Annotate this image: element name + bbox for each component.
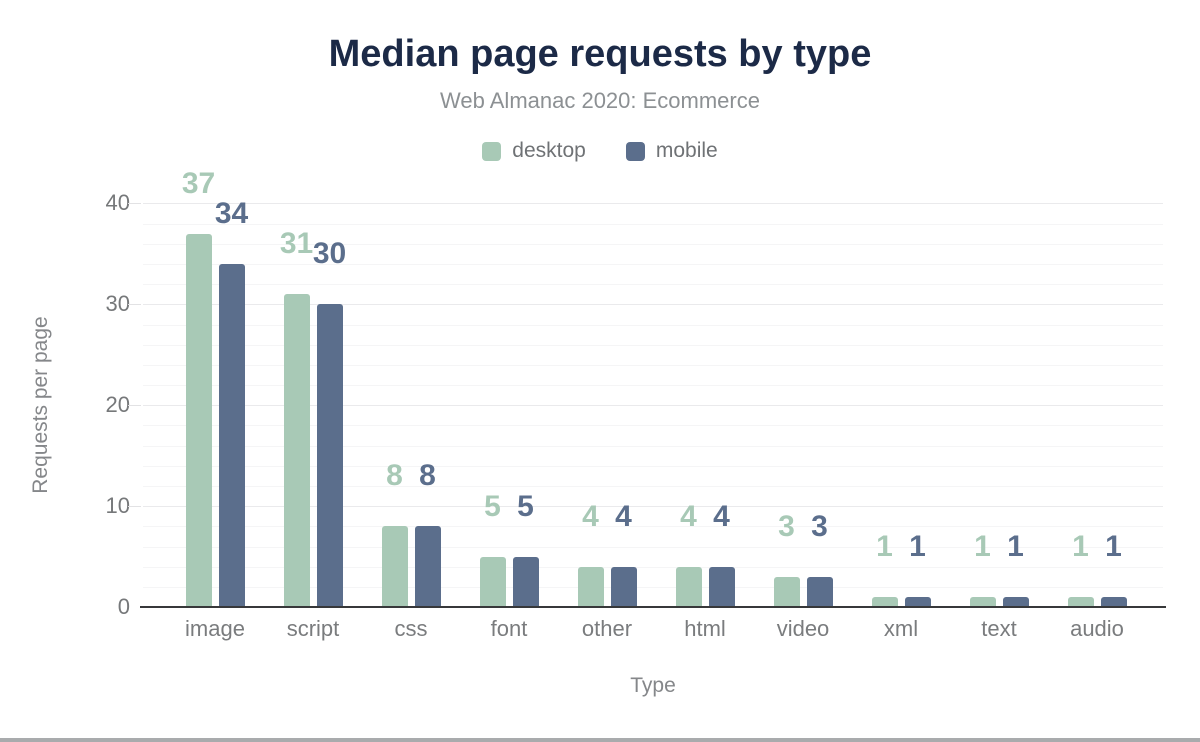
x-tick-label-font: font [490,616,528,641]
y-tick-mark [128,203,141,205]
bar-mobile-script [316,304,343,607]
y-tick-label: 40 [105,190,130,216]
value-label-mobile-html: 4 [713,499,730,533]
y-tick-label: 0 [117,594,130,619]
gridline [143,586,1163,588]
bar-desktop-script [283,294,310,607]
bar-desktop-css [381,526,408,607]
gridline [143,223,1163,225]
page-bottom-divider [0,738,1200,742]
gridline [143,425,1163,427]
bar-desktop-html [675,566,702,607]
y-tick-label: 10 [105,493,130,519]
value-label-mobile-css: 8 [419,459,436,493]
y-tick-mark [128,506,141,508]
gridline [143,566,1163,568]
gridline [143,344,1163,346]
x-axis-line [140,605,1166,608]
gridline [143,243,1163,245]
gridline [143,364,1163,366]
x-axis-title: Type [630,674,676,697]
gridline [143,405,1163,407]
value-label-desktop-image: 37 [181,166,216,200]
bar-mobile-other [610,566,637,607]
bar-mobile-text [1002,596,1029,607]
gridline [143,263,1163,265]
legend-item-desktop: desktop [482,139,586,163]
gridline [143,546,1163,548]
bar-mobile-font [512,556,539,607]
x-tick-label-other: other [581,616,633,641]
value-label-mobile-video: 3 [811,509,828,543]
y-tick-label: 30 [105,291,130,317]
gridline [143,485,1163,487]
gridline [143,304,1163,306]
value-label-desktop-other: 4 [582,499,599,533]
bar-mobile-html [708,566,735,607]
value-label-desktop-font: 5 [484,489,501,523]
legend-item-mobile: mobile [625,139,718,163]
value-label-mobile-text: 1 [1007,529,1024,563]
x-tick-label-text: text [981,616,1017,641]
value-label-mobile-script: 30 [312,237,347,271]
bar-desktop-xml [871,596,898,607]
y-tick-mark [128,405,141,407]
value-label-mobile-font: 5 [517,489,534,523]
x-tick-label-script: script [286,616,340,641]
gridline [143,465,1163,467]
y-axis-title: Requests per page [29,316,52,494]
legend: desktop mobile [0,139,1200,163]
gridline [143,506,1163,508]
gridline [143,526,1163,528]
value-label-mobile-other: 4 [615,499,632,533]
value-label-desktop-css: 8 [386,459,403,493]
gridline [143,385,1163,386]
y-tick-label: 20 [105,392,130,418]
value-label-mobile-audio: 1 [1105,529,1122,563]
chart-subtitle: Web Almanac 2020: Ecommerce [440,88,760,113]
bar-mobile-image [218,263,245,607]
bar-desktop-video [773,576,800,607]
gridline [143,324,1163,326]
value-label-desktop-audio: 1 [1072,529,1089,563]
value-label-desktop-script: 31 [279,227,314,261]
legend-label-desktop: desktop [512,139,586,162]
bar-mobile-audio [1100,596,1127,607]
bar-desktop-text [969,596,996,607]
value-label-desktop-text: 1 [974,529,991,563]
gridline [143,203,1163,205]
gridline [143,445,1163,447]
gridline [143,284,1163,286]
x-tick-label-audio: audio [1070,616,1124,641]
bar-mobile-css [414,526,441,607]
value-label-desktop-xml: 1 [876,529,893,563]
bar-mobile-xml [904,596,931,607]
legend-swatch-desktop [482,141,502,161]
x-tick-label-xml: xml [883,616,919,641]
bar-desktop-image [185,233,212,607]
bar-desktop-font [479,556,506,607]
legend-label-mobile: mobile [655,139,718,162]
x-tick-label-html: html [684,616,726,641]
value-label-mobile-xml: 1 [909,529,926,563]
chart-title: Median page requests by type [328,33,872,75]
value-label-desktop-html: 4 [680,499,697,533]
legend-swatch-mobile [625,141,645,161]
value-label-desktop-video: 3 [778,509,795,543]
y-tick-mark [128,304,141,306]
bar-desktop-other [577,566,604,607]
bar-mobile-video [806,576,833,607]
x-tick-label-image: image [185,616,245,641]
x-tick-label-video: video [776,616,830,641]
value-label-mobile-image: 34 [214,196,249,230]
bar-desktop-audio [1067,596,1094,607]
x-tick-label-css: css [394,616,428,641]
